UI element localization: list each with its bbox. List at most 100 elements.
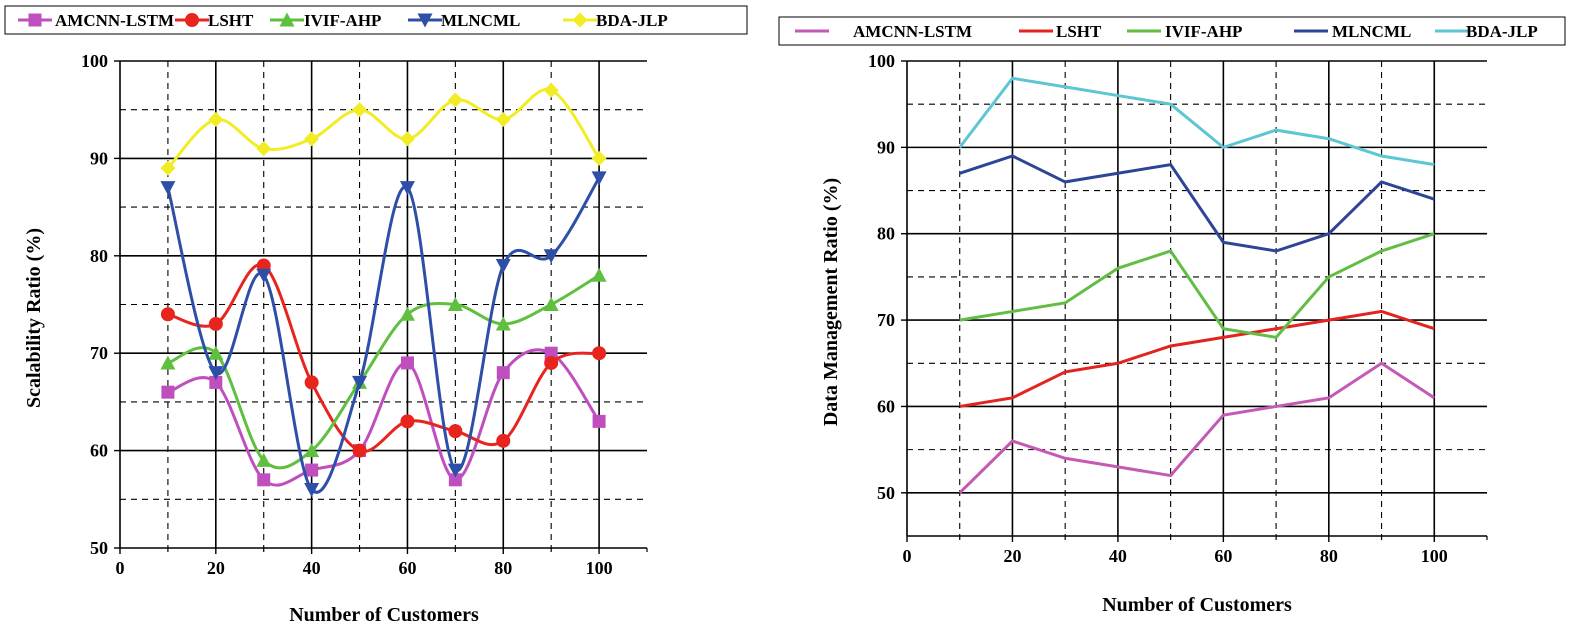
chart-2-legend-label-mlncml: MLNCML xyxy=(1332,22,1411,41)
chart-1-point-amcnn-lstm-100 xyxy=(592,414,606,428)
chart-1-legend-marker-amcnn-lstm xyxy=(28,13,42,27)
chart-1-ytick-label: 80 xyxy=(90,246,108,266)
chart-1-point-mlncml-50 xyxy=(352,375,368,390)
chart-2-ytick-label: 90 xyxy=(877,137,895,157)
chart-1-legend-box xyxy=(4,5,748,35)
chart-1-point-amcnn-lstm-10 xyxy=(161,385,175,399)
chart-2-legend-box xyxy=(778,16,1566,46)
chart-1-point-ivif-ahp-10 xyxy=(160,355,176,370)
chart-1-legend-label-mlncml: MLNCML xyxy=(441,11,520,30)
chart-1-point-mlncml-10 xyxy=(160,181,176,196)
chart-1-point-lsht-20 xyxy=(208,316,223,331)
chart-1-point-lsht-10 xyxy=(160,307,175,322)
chart-1-ytick-label: 50 xyxy=(90,538,108,558)
chart-2-line-lsht xyxy=(959,309,1435,408)
chart-1-legend-label-amcnn-lstm: AMCNN-LSTM xyxy=(55,11,174,30)
chart-2-series-lsht xyxy=(959,309,1435,408)
chart-1-y-axis-label: Scalability Ratio (%) xyxy=(23,228,45,408)
chart-2-series-mlncml xyxy=(959,154,1435,253)
chart-1-series-mlncml xyxy=(160,171,607,498)
chart-2-legend-label-amcnn-lstm: AMCNN-LSTM xyxy=(853,22,972,41)
chart-1-grid xyxy=(120,60,647,548)
chart-1-point-ivif-ahp-80 xyxy=(495,316,511,331)
chart-2-x-axis-label: Number of Customers xyxy=(1102,594,1292,616)
chart-2-legend-label-bda-jlp: BDA-JLP xyxy=(1466,22,1538,41)
chart-1-point-lsht-40 xyxy=(304,375,319,390)
chart-1-point-bda-jlp-100 xyxy=(591,150,607,166)
chart-1-ytick-label: 60 xyxy=(90,441,108,461)
chart-1: AMCNN-LSTM LSHT IVIF-AHP MLNCML BDA-JLP 50 60… xyxy=(4,5,748,626)
chart-1-series-amcnn-lstm xyxy=(161,346,606,487)
chart-1-point-ivif-ahp-100 xyxy=(591,267,607,282)
chart-2-line-mlncml xyxy=(959,154,1435,253)
chart-1-point-mlncml-20 xyxy=(208,366,224,381)
chart-1-legend-label-bda-jlp: BDA-JLP xyxy=(596,11,668,30)
chart-1-point-ivif-ahp-70 xyxy=(447,297,463,311)
chart-1-point-lsht-60 xyxy=(400,414,415,429)
chart-1-point-lsht-50 xyxy=(352,443,367,458)
chart-1-point-ivif-ahp-40 xyxy=(304,443,320,458)
chart-1-point-bda-jlp-80 xyxy=(495,111,511,127)
chart-1-legend-label-ivif-ahp: IVIF-AHP xyxy=(304,11,381,30)
chart-1-point-lsht-100 xyxy=(592,346,607,361)
chart-2-legend-label-ivif-ahp: IVIF-AHP xyxy=(1165,22,1242,41)
chart-1-x-axis-label: Number of Customers xyxy=(289,604,479,626)
chart-1-line-amcnn-lstm xyxy=(167,348,601,487)
chart-2-ytick-label: 60 xyxy=(877,396,895,416)
chart-1-point-mlncml-60 xyxy=(399,181,415,196)
chart-1-point-ivif-ahp-30 xyxy=(256,452,272,467)
chart-1-xtick-label: 100 xyxy=(586,558,613,578)
chart-1-point-amcnn-lstm-90 xyxy=(544,346,558,360)
chart-1-point-mlncml-100 xyxy=(591,171,607,186)
chart-2-ytick-label: 70 xyxy=(877,310,895,330)
chart-1-legend-marker-bda-jlp xyxy=(572,12,588,28)
chart-2-line-ivif-ahp xyxy=(959,232,1435,339)
chart-1-series xyxy=(160,82,607,498)
chart-1-ytick-label: 90 xyxy=(90,148,108,168)
chart-2-xtick-label: 40 xyxy=(1109,546,1127,566)
chart-1-point-amcnn-lstm-30 xyxy=(257,473,271,487)
chart-1-point-lsht-90 xyxy=(544,355,559,370)
chart-1-point-bda-jlp-40 xyxy=(304,131,320,147)
chart-1-xtick-label: 0 xyxy=(116,558,125,578)
chart-1-point-ivif-ahp-20 xyxy=(208,345,224,360)
chart-1-point-lsht-70 xyxy=(448,424,463,439)
chart-1-legend-items: AMCNN-LSTM LSHT IVIF-AHP MLNCML BDA-JLP xyxy=(18,11,668,30)
chart-1-point-mlncml-40 xyxy=(304,483,320,498)
chart-2-line-bda-jlp xyxy=(958,76,1435,167)
chart-1-legend: AMCNN-LSTM LSHT IVIF-AHP MLNCML BDA-JLP xyxy=(4,5,748,35)
chart-1-point-mlncml-90 xyxy=(543,249,559,264)
chart-1-point-mlncml-80 xyxy=(495,259,511,274)
chart-1-line-mlncml xyxy=(166,177,601,494)
chart-2-axes: 50 60 70 80 90 100 0 20 40 60 80 100 xyxy=(868,51,1488,566)
chart-2-series-ivif-ahp xyxy=(959,232,1435,339)
chart-1-point-amcnn-lstm-70 xyxy=(448,473,462,487)
chart-1-point-bda-jlp-10 xyxy=(160,160,176,176)
chart-1-ytick-label: 100 xyxy=(81,51,108,71)
chart-2-xtick-label: 60 xyxy=(1214,546,1232,566)
chart-1-series-ivif-ahp xyxy=(160,267,607,470)
chart-1-point-bda-jlp-20 xyxy=(208,111,224,127)
chart-1-point-amcnn-lstm-60 xyxy=(400,356,414,370)
chart-2-ytick-label: 100 xyxy=(868,51,895,71)
chart-1-axes: 50 60 70 80 90 100 0 20 40 60 80 100 xyxy=(81,51,648,578)
chart-1-legend-marker-lsht xyxy=(185,13,199,27)
chart-2-legend-label-lsht: LSHT xyxy=(1056,22,1102,41)
chart-1-line-bda-jlp xyxy=(166,87,601,170)
chart-1-ytick-label: 70 xyxy=(90,343,108,363)
chart-1-point-bda-jlp-30 xyxy=(256,141,272,157)
chart-1-legend-marker-ivif-ahp xyxy=(279,12,295,27)
chart-2-grid xyxy=(907,60,1487,536)
chart-1-point-amcnn-lstm-40 xyxy=(305,463,319,477)
chart-1-point-bda-jlp-70 xyxy=(447,92,463,108)
chart-2-y-axis-label: Data Management Ratio (%) xyxy=(820,178,842,426)
chart-2-ytick-label: 50 xyxy=(877,483,895,503)
chart-1-point-lsht-80 xyxy=(496,433,511,448)
chart-1-xtick-label: 80 xyxy=(494,558,512,578)
chart-1-line-ivif-ahp xyxy=(167,273,600,470)
chart-2-legend: AMCNN-LSTM LSHT IVIF-AHP MLNCML BDA-JLP xyxy=(778,16,1566,46)
chart-1-point-ivif-ahp-60 xyxy=(399,306,415,321)
chart-1-xtick-label: 40 xyxy=(303,558,321,578)
chart-2-series-amcnn-lstm xyxy=(958,361,1436,494)
